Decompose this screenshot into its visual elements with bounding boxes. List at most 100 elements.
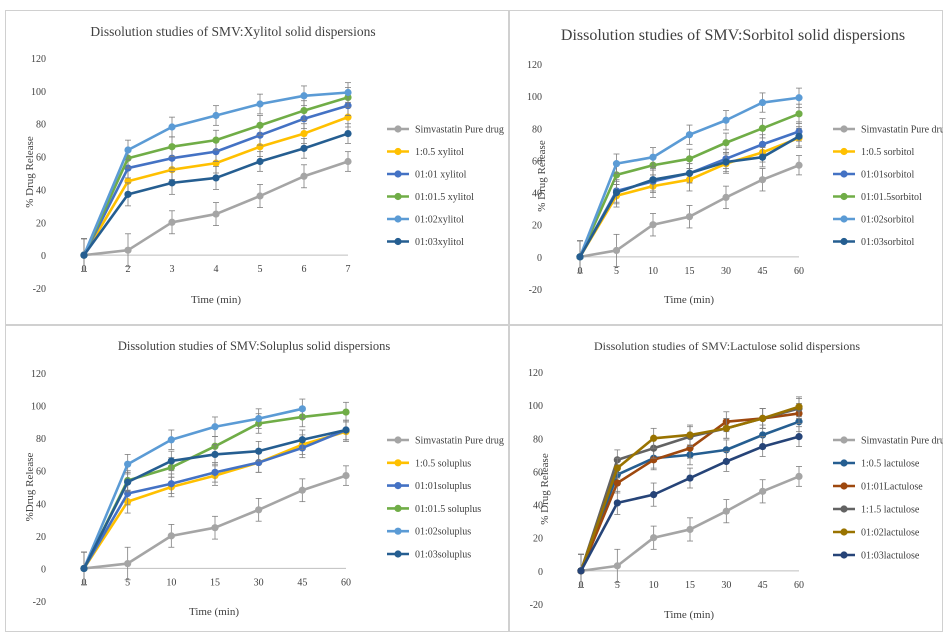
data-point [612,160,621,168]
data-point [685,169,694,177]
y-tick-label: 100 [528,401,543,412]
chart-panel-1: Dissolution studies of SMV:Xylitol solid… [5,10,509,325]
data-point [212,111,220,120]
x-tick-label: 5 [258,264,263,275]
legend-swatch-marker [840,459,848,467]
data-point [124,460,132,468]
chart-title: Dissolution studies of SMV:Soluplus soli… [118,339,391,353]
data-point [758,153,767,161]
legend-swatch-marker [840,147,848,156]
data-point [722,193,730,201]
y-tick-label: -20 [529,285,542,296]
legend-entry: 01:01.5 xylitol [387,192,474,203]
legend-label: 1:0.5 sorbitol [861,147,915,158]
data-point [255,447,263,455]
x-tick-label: 60 [794,580,804,591]
legend-label: 01:03xylitol [415,237,464,248]
x-tick-label: 5 [614,266,619,277]
y-tick-label: 120 [527,60,542,71]
data-point [256,100,264,108]
data-point [650,491,658,499]
legend-label: 1:0.5 lactulose [861,459,920,470]
y-tick-label: 80 [533,434,543,445]
legend-label: 01:01.5 xylitol [415,192,474,203]
legend-entry: 1:0.5 lactulose [833,459,920,470]
data-point [124,559,132,568]
x-tick-label: 4 [214,264,219,275]
data-point [342,472,350,480]
x-tick-label: 15 [210,577,220,588]
y-tick-label: 20 [532,221,542,232]
legend-label: 01:02soluplus [415,527,471,538]
legend-entry: Simvastatin Pure drug [387,125,504,136]
x-tick-label: 7 [346,264,351,275]
x-tick-label: 10 [649,580,659,591]
y-tick-label: 100 [527,92,542,103]
data-point [211,468,219,476]
y-tick-label: 80 [36,434,46,445]
chart-title: Dissolution studies of SMV:Lactulose sol… [594,339,860,353]
data-point [80,564,88,573]
data-point [795,433,803,441]
x-tick-label: 5 [615,580,620,591]
x-axis-title: Time (min) [189,606,239,618]
y-tick-label: 0 [537,253,542,264]
data-point [795,132,803,140]
data-point [168,218,176,226]
data-point [758,176,767,184]
data-point [722,424,730,432]
x-tick-label: 15 [685,266,695,277]
x-tick-label: 3 [170,264,175,275]
x-axis-title: Time (min) [191,294,241,306]
legend-entry: Simvastatin Pure drug [833,436,943,447]
x-tick-label: 10 [648,266,658,277]
data-point [722,158,730,166]
legend-swatch-marker [840,237,848,246]
y-tick-label: 40 [36,185,46,196]
legend-entry: 1:0.5 sorbitol [833,147,915,158]
data-point [795,472,803,480]
data-point [685,213,694,221]
data-point [124,246,132,254]
data-point [256,121,264,129]
data-point [722,139,730,147]
series-1 [80,465,350,586]
data-point [612,188,621,197]
data-point [124,146,132,154]
y-tick-label: 0 [538,567,543,578]
x-tick-label: 60 [794,266,804,277]
data-point [211,524,219,532]
chart-title: Dissolution studies of SMV:Sorbitol soli… [561,27,905,44]
data-point [212,136,220,144]
data-point [759,487,767,495]
legend-label: Simvastatin Pure drug [861,436,943,447]
data-point [300,92,308,100]
legend-label: 01:01.5 soluplus [415,504,481,515]
x-axis-title: Time (min) [664,294,714,306]
legend-entry: 01:01.5 soluplus [387,504,481,515]
data-point [300,144,308,152]
legend-swatch-marker [840,125,848,133]
data-point [685,155,694,163]
data-point [613,464,621,472]
legend-entry: 1:0.5 soluplus [387,458,471,469]
y-tick-label: 100 [31,402,46,413]
data-point [686,525,694,534]
x-tick-label: 2 [126,264,131,275]
data-point [650,434,658,442]
series-5 [576,87,803,274]
legend-entry: 01:03lactulose [833,551,920,562]
legend-entry: 01:03sorbitol [833,237,915,248]
y-tick-label: 120 [31,54,46,65]
legend-entry: 01:01Lactulose [833,482,923,493]
legend-swatch-marker [394,125,402,133]
legend-swatch-marker [394,170,402,178]
data-point [167,436,175,444]
data-point [80,251,88,259]
chart-panel-2: Dissolution studies of SMV:Sorbitol soli… [509,10,943,325]
data-point [649,153,657,161]
legend-swatch-marker [394,459,402,467]
data-point [211,450,219,459]
legend-swatch-marker [394,550,402,558]
data-point [124,478,132,486]
